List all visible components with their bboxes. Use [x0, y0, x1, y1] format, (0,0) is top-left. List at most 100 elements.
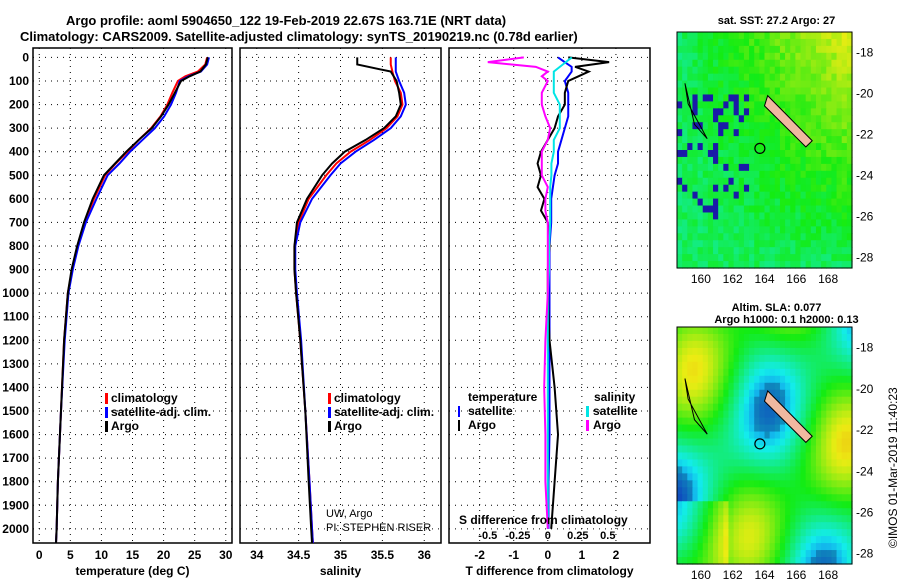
map-cell — [707, 240, 714, 248]
map-cell — [692, 522, 699, 530]
map-cell — [764, 212, 771, 221]
map-cell — [738, 347, 745, 356]
map-cell — [738, 136, 745, 144]
map-cell — [713, 417, 719, 426]
map-cell — [738, 156, 745, 165]
map-cell — [697, 150, 704, 158]
map-cell — [743, 177, 750, 186]
map-cell — [692, 382, 699, 391]
map-cell — [713, 487, 719, 495]
lon-tick-label: 162 — [723, 272, 743, 286]
map-cell — [846, 403, 853, 412]
map-cell — [677, 347, 683, 356]
map-cell — [687, 32, 694, 40]
map-cell — [707, 466, 714, 474]
map-cell — [754, 170, 760, 179]
map-cell — [738, 233, 745, 241]
map-cell — [713, 508, 719, 516]
map-cell — [677, 431, 683, 440]
map-cell — [841, 108, 848, 116]
map-cell — [800, 247, 807, 255]
map-cell — [692, 247, 699, 255]
map-cell — [764, 122, 771, 130]
map-cell — [790, 403, 796, 412]
map-cell — [759, 156, 766, 165]
map-cell — [774, 417, 781, 426]
map-cell — [754, 261, 760, 269]
map-cell — [821, 494, 827, 502]
map-cell — [687, 438, 694, 447]
map-cell — [759, 240, 766, 248]
map-cell — [707, 368, 714, 377]
map-cell — [769, 52, 776, 61]
map-cell — [718, 73, 724, 82]
map-cell — [774, 522, 781, 530]
map-cell — [728, 501, 735, 509]
map-cell — [743, 375, 750, 384]
map-cell — [836, 382, 843, 391]
map-cell — [774, 382, 781, 391]
map-cell — [728, 177, 735, 186]
lat-tick-label: -24 — [856, 464, 874, 478]
map-cell — [795, 45, 802, 54]
map-cell — [795, 522, 802, 530]
map-cell — [800, 508, 807, 516]
map-cell — [749, 445, 755, 454]
map-cell — [790, 177, 796, 186]
map-cell — [831, 240, 838, 248]
map-cell — [831, 452, 838, 461]
map-cell — [785, 170, 791, 179]
map-cell — [836, 452, 843, 461]
map-cell — [821, 396, 827, 405]
map-cell — [836, 347, 843, 356]
map-cell — [754, 122, 760, 130]
map-cell — [718, 494, 724, 502]
map-cell — [774, 191, 781, 200]
map-cell — [774, 347, 781, 356]
map-cell — [754, 438, 760, 447]
map-cell — [774, 438, 781, 447]
map-cell — [733, 473, 740, 481]
map-cell — [733, 240, 740, 248]
map-cell — [733, 163, 740, 172]
map-cell — [723, 212, 730, 221]
legend-swatch — [328, 393, 331, 404]
map-cell — [702, 129, 709, 137]
map-cell — [677, 417, 683, 426]
map-cell — [790, 247, 796, 255]
map-cell — [779, 389, 786, 398]
map-cell — [702, 368, 709, 377]
map-cell — [697, 184, 704, 193]
map-cell — [831, 254, 838, 262]
map-cell — [682, 156, 688, 165]
legend-label: satellite-adj. clim. — [111, 405, 211, 419]
map-cell — [810, 487, 817, 495]
map-cell — [846, 480, 853, 488]
map-cell — [759, 150, 766, 158]
map-cell — [718, 466, 724, 474]
map-cell — [738, 375, 745, 384]
map-cell — [697, 108, 704, 116]
map-cell — [826, 101, 833, 109]
map-cell — [769, 163, 776, 172]
map-cell — [677, 136, 683, 144]
map-cell — [810, 508, 817, 516]
map-cell — [692, 233, 699, 241]
map-cell — [759, 557, 766, 565]
map-cell — [826, 87, 833, 96]
title-line-1: Argo profile: aoml 5904650_122 19-Feb-20… — [66, 13, 507, 28]
map-cell — [692, 459, 699, 468]
map-cell — [738, 361, 745, 370]
map-cell — [841, 80, 848, 89]
lat-tick-label: -22 — [856, 128, 874, 142]
map-cell — [738, 191, 745, 200]
map-cell — [713, 177, 719, 186]
map-cell — [841, 226, 848, 234]
map-cell — [815, 150, 822, 158]
map-cell — [682, 333, 688, 342]
map-cell — [759, 170, 766, 179]
map-cell — [718, 424, 724, 433]
lat-tick-label: -18 — [856, 341, 874, 355]
map-cell — [723, 219, 730, 227]
map-cell — [728, 480, 735, 488]
